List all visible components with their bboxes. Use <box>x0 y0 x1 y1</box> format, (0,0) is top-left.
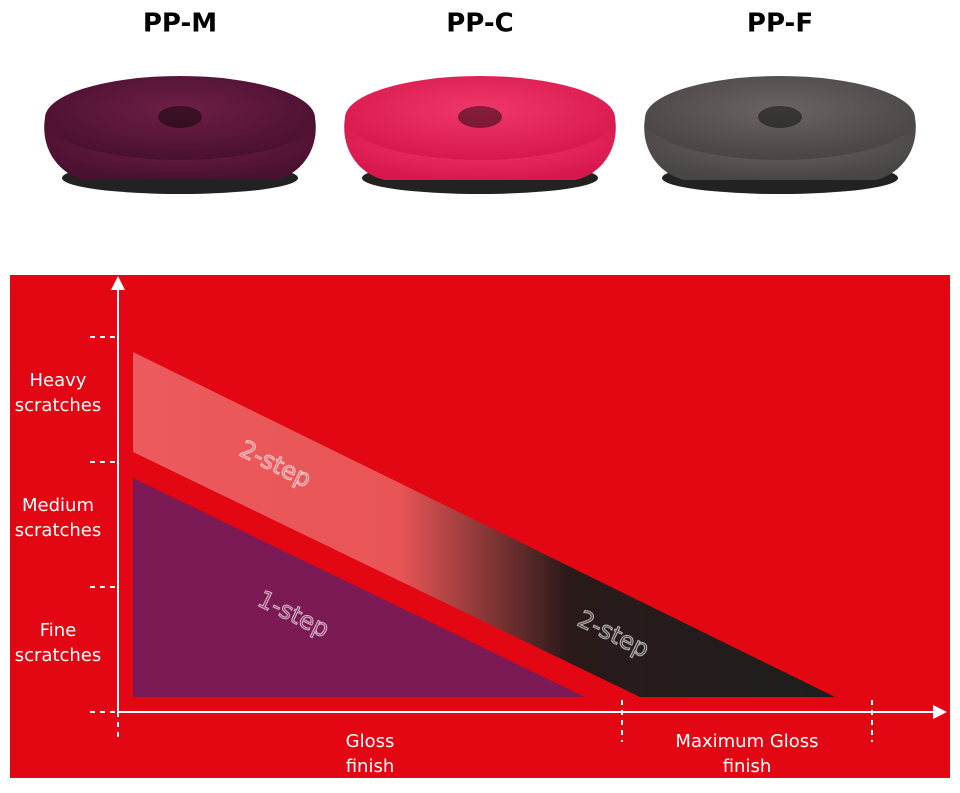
pad-top <box>45 76 315 160</box>
x-label: finish <box>723 756 772 777</box>
y-label: scratches <box>15 395 102 416</box>
pad-top <box>645 76 915 160</box>
pad-hole <box>458 106 502 128</box>
y-arrow <box>111 276 125 290</box>
x-label: Maximum Gloss <box>675 731 818 752</box>
y-label: scratches <box>15 520 102 541</box>
pad-title: PP-F <box>747 9 813 39</box>
pads: PP-M PP-C PP-F <box>44 9 916 194</box>
one-step-area <box>133 478 585 697</box>
two-step-band <box>133 352 835 697</box>
y-label: Medium <box>22 495 94 516</box>
x-label: Gloss <box>346 731 395 752</box>
y-label: Fine <box>40 620 77 641</box>
x-label: finish <box>346 756 395 777</box>
pad-top <box>345 76 615 160</box>
axes <box>90 276 947 742</box>
pad-hole <box>158 106 202 128</box>
y-label: Heavy <box>30 370 87 391</box>
pad-title: PP-M <box>143 9 217 39</box>
x-arrow <box>933 705 947 719</box>
pad-hole <box>758 106 802 128</box>
y-label: scratches <box>15 645 102 666</box>
pad-title: PP-C <box>446 9 514 39</box>
